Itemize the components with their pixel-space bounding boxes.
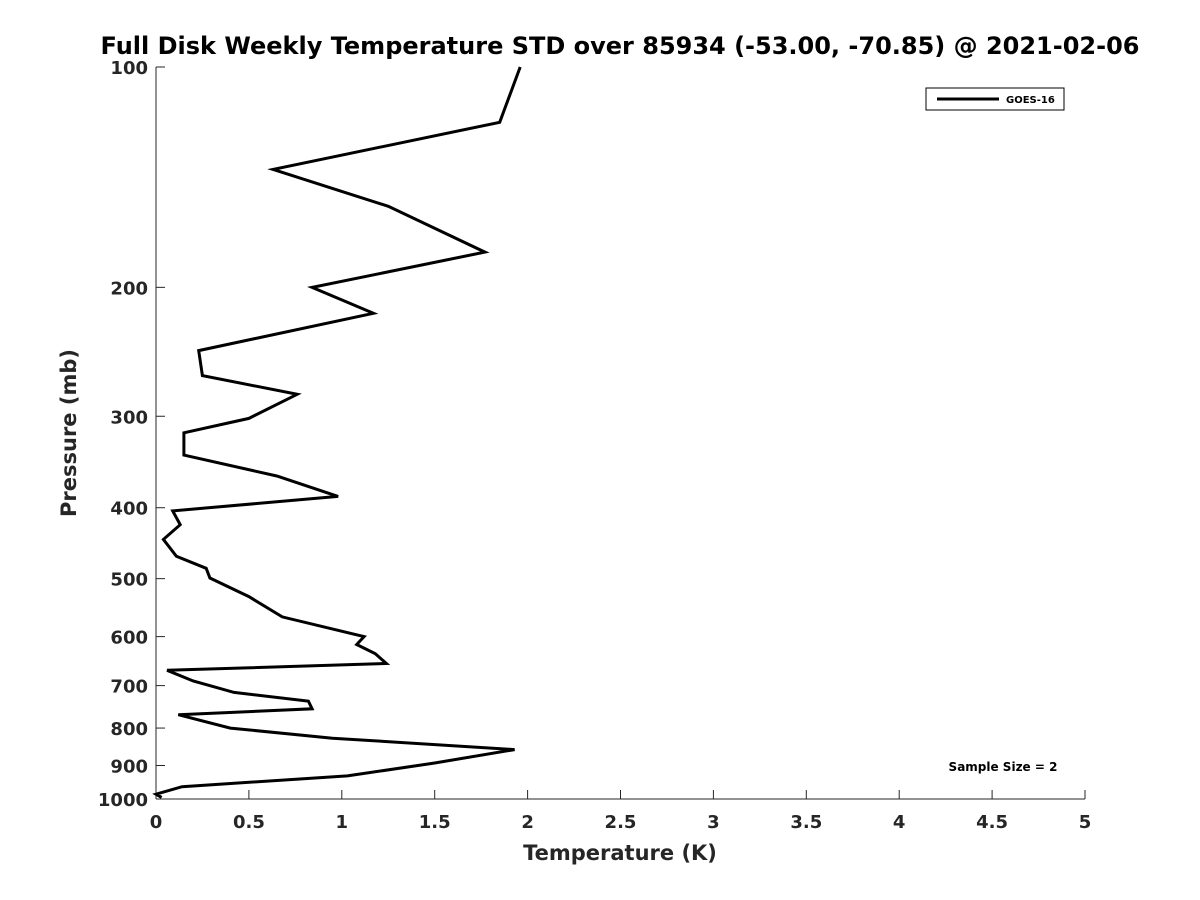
- y-axis-label: Pressure (mb): [57, 349, 81, 517]
- x-tick-label: 2.5: [605, 812, 637, 833]
- y-tick-label: 1000: [98, 790, 148, 811]
- chart-title: Full Disk Weekly Temperature STD over 85…: [101, 32, 1140, 60]
- x-axis-label: Temperature (K): [523, 841, 717, 865]
- x-tick-label: 1.5: [419, 812, 451, 833]
- y-tick-label: 100: [110, 58, 148, 79]
- sample-size-annotation: Sample Size = 2: [949, 760, 1058, 774]
- legend: GOES-16: [925, 87, 1065, 111]
- y-axis-ticks: 100 200 300 400 500 600 700 800 900 1000: [98, 58, 165, 811]
- y-tick-label: 800: [110, 719, 148, 740]
- x-tick-label: 1: [336, 812, 349, 833]
- series-line-goes-16: [152, 66, 522, 799]
- x-tick-label: 5: [1079, 812, 1092, 833]
- x-tick-label: 2: [521, 812, 534, 833]
- x-axis-ticks: 0 0.5 1 1.5 2 2.5 3 3.5 4 4.5 5: [150, 790, 1092, 833]
- x-tick-label: 3.5: [790, 812, 822, 833]
- x-tick-label: 0.5: [233, 812, 265, 833]
- x-tick-label: 0: [150, 812, 163, 833]
- y-tick-label: 500: [110, 570, 148, 591]
- plot-area: [156, 67, 1085, 799]
- legend-label: GOES-16: [1006, 95, 1055, 106]
- x-tick-label: 3: [707, 812, 720, 833]
- x-tick-label: 4.5: [976, 812, 1008, 833]
- y-tick-label: 900: [110, 757, 148, 778]
- y-tick-label: 700: [110, 677, 148, 698]
- x-tick-label: 4: [893, 812, 906, 833]
- y-tick-label: 400: [110, 499, 148, 520]
- y-tick-label: 600: [110, 628, 148, 649]
- y-tick-label: 300: [110, 407, 148, 428]
- y-tick-label: 200: [110, 278, 148, 299]
